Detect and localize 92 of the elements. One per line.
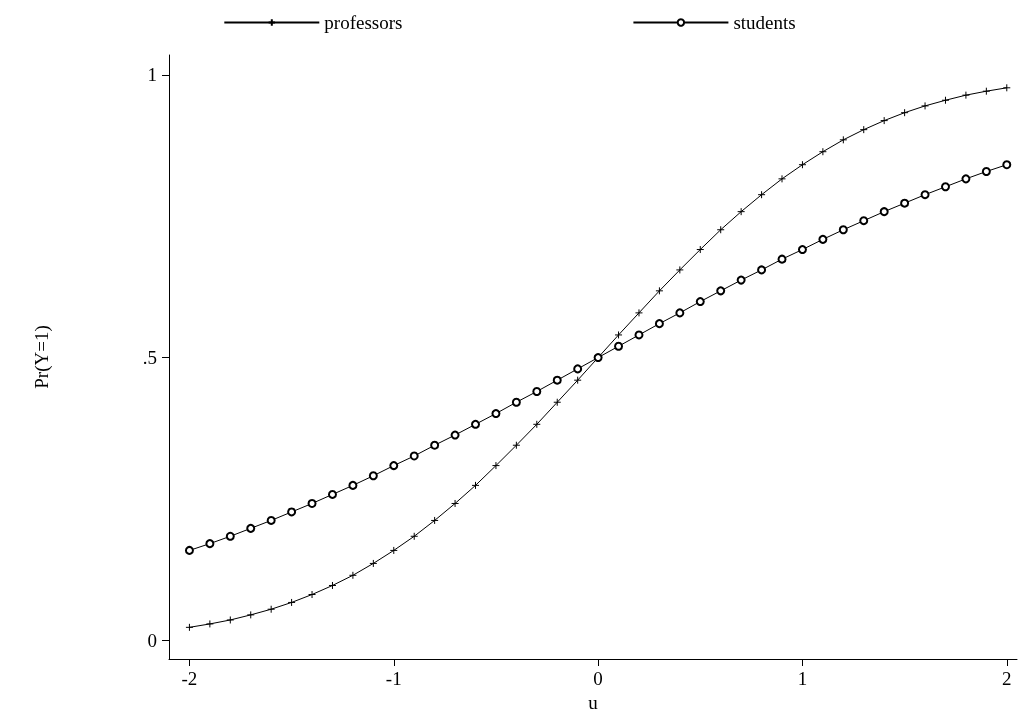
point — [430, 516, 439, 525]
point — [900, 108, 909, 117]
point — [573, 376, 582, 385]
point — [369, 559, 378, 568]
point — [532, 420, 541, 429]
point — [757, 190, 766, 199]
point — [573, 364, 583, 374]
y-tick-label: .5 — [142, 347, 157, 369]
point — [205, 619, 214, 628]
point — [778, 174, 787, 183]
point — [287, 507, 297, 517]
point — [450, 430, 460, 440]
point — [757, 265, 767, 275]
point — [941, 96, 950, 105]
point — [859, 216, 869, 226]
point — [327, 489, 337, 499]
point — [634, 330, 644, 340]
x-tick-label: 0 — [593, 668, 603, 689]
y-tick-label: 0 — [147, 629, 157, 651]
point — [818, 234, 828, 244]
point — [696, 245, 705, 254]
point — [471, 419, 481, 429]
point — [716, 286, 726, 296]
point — [409, 451, 419, 461]
x-tick-label: -1 — [385, 668, 402, 689]
point — [267, 605, 276, 614]
legend-label: professors — [324, 12, 403, 33]
point — [982, 87, 991, 96]
point — [552, 375, 562, 385]
point — [430, 440, 440, 450]
point — [307, 498, 317, 508]
point — [511, 397, 521, 407]
point — [328, 581, 337, 590]
point — [348, 571, 357, 580]
point — [695, 297, 705, 307]
point — [266, 515, 276, 525]
point — [921, 101, 930, 110]
point — [798, 160, 807, 169]
point — [246, 610, 255, 619]
point — [225, 531, 235, 541]
x-tick-label: 2 — [1002, 668, 1012, 689]
point — [961, 174, 971, 184]
point — [737, 207, 746, 216]
x-tick-label: 1 — [797, 668, 808, 689]
point — [859, 125, 868, 134]
point — [308, 590, 317, 599]
point — [777, 254, 787, 264]
point — [512, 441, 521, 450]
point — [471, 481, 480, 490]
point — [287, 598, 296, 607]
point — [1002, 83, 1011, 92]
point — [940, 182, 950, 192]
point — [961, 91, 970, 100]
point — [389, 546, 398, 555]
point — [900, 198, 910, 208]
point — [389, 461, 399, 471]
x-axis-title: u — [588, 691, 599, 713]
point — [675, 308, 685, 318]
x-tick-label: -2 — [181, 668, 198, 689]
point — [348, 480, 358, 490]
point — [716, 225, 725, 234]
point — [736, 275, 746, 285]
point — [838, 225, 848, 235]
point — [205, 539, 215, 549]
point — [532, 387, 542, 396]
point — [634, 308, 643, 317]
point — [880, 116, 889, 125]
point — [655, 286, 664, 295]
point — [184, 545, 194, 555]
point — [491, 461, 500, 470]
point — [839, 135, 848, 144]
point — [981, 167, 991, 176]
y-axis-title: Pr(Y=1) — [31, 325, 53, 389]
point — [491, 409, 501, 419]
point — [368, 471, 378, 481]
point — [614, 341, 624, 351]
point — [654, 319, 664, 329]
point — [185, 623, 194, 632]
point — [410, 532, 419, 541]
point — [1002, 160, 1012, 170]
point — [226, 615, 235, 624]
point — [879, 207, 889, 217]
legend-label: students — [733, 12, 796, 33]
point — [920, 190, 930, 200]
point — [818, 147, 827, 156]
point — [553, 398, 562, 407]
point — [797, 245, 807, 255]
point — [246, 523, 256, 533]
y-tick-label: 1 — [147, 64, 157, 86]
point — [451, 499, 460, 508]
point — [675, 265, 684, 274]
point — [614, 330, 623, 339]
